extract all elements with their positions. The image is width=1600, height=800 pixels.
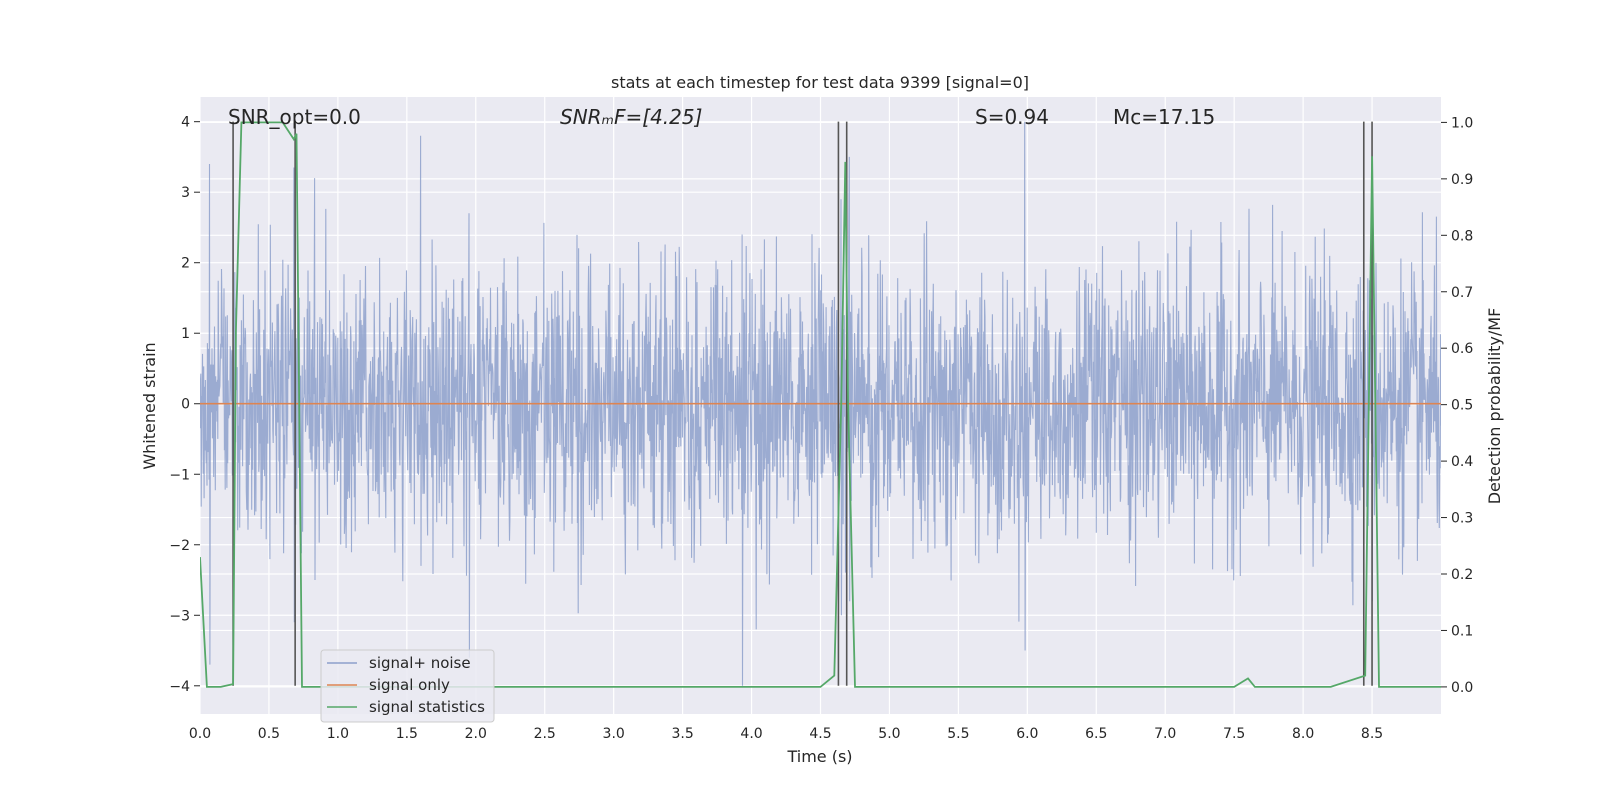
x-tick-label: 6.0 <box>1016 726 1038 742</box>
y2-axis-label: Detection probability/MF <box>1485 308 1504 505</box>
x-tick-label: 5.0 <box>878 726 900 742</box>
y-axis-label: Whitened strain <box>140 342 159 469</box>
legend-label-signal-noise: signal+ noise <box>369 654 471 672</box>
legend-label-signal-statistics: signal statistics <box>369 698 485 716</box>
annotation-s-value: S=0.94 <box>975 105 1049 129</box>
y-tick-labels: 4 3 2 1 0 −1 −2 −3 −4 <box>169 115 200 695</box>
y2-tick-label: 0.8 <box>1451 228 1473 244</box>
x-tick-label: 8.5 <box>1361 726 1383 742</box>
signal-noise-line <box>200 121 1441 686</box>
legend-box <box>320 649 495 723</box>
legend: signal+ noise signal only signal statist… <box>320 649 495 723</box>
y-tick-label: 0 <box>181 397 190 413</box>
signal-statistics-line <box>200 121 1441 688</box>
x-tick-label: 1.0 <box>327 726 349 742</box>
y2-tick-label: 0.6 <box>1451 341 1473 357</box>
y-tick-label: 2 <box>181 256 190 272</box>
x-tick-label: 1.5 <box>396 726 418 742</box>
y2-tick-labels: 1.0 0.9 0.8 0.7 0.6 0.5 0.4 0.3 0.2 0.1 0.0 <box>1441 115 1473 696</box>
annotation-snr-opt: SNR_opt=0.0 <box>228 105 361 129</box>
y2-tick-label: 0.3 <box>1451 511 1473 527</box>
y-tick-label: 4 <box>181 115 190 131</box>
x-axis-label: Time (s) <box>786 747 852 766</box>
x-tick-label: 2.5 <box>534 726 556 742</box>
x-tick-label: 3.5 <box>671 726 693 742</box>
y2-tick-label: 0.7 <box>1451 285 1473 301</box>
y-tick-label: 1 <box>181 326 190 342</box>
y-tick-label: −1 <box>169 467 190 483</box>
y-tick-label: −2 <box>169 538 190 554</box>
x-tick-label: 3.0 <box>603 726 625 742</box>
annotation-chirp-mass: Mᴄ=17.15 <box>1113 105 1215 129</box>
y2-tick-label: 0.9 <box>1451 172 1473 188</box>
x-tick-labels: 0.0 0.5 1.0 1.5 2.0 2.5 3.0 3.5 4.0 4.5 5.0 5.5 6.0 6… <box>189 726 1383 742</box>
chart-title: stats at each timestep for test data 939… <box>611 73 1029 92</box>
x-tick-label: 5.5 <box>947 726 969 742</box>
x-tick-label: 7.0 <box>1154 726 1176 742</box>
x-tick-label: 0.5 <box>258 726 280 742</box>
x-tick-label: 2.0 <box>465 726 487 742</box>
y2-tick-label: 0.0 <box>1451 680 1473 696</box>
annotation-snr-mf: SNRₘF=[4.25] <box>560 105 702 129</box>
y2-tick-label: 0.5 <box>1451 398 1473 414</box>
y-tick-label: 3 <box>181 185 190 201</box>
y-tick-label: −3 <box>169 608 190 624</box>
x-tick-label: 0.0 <box>189 726 211 742</box>
y2-tick-label: 0.1 <box>1451 623 1473 639</box>
x-tick-label: 7.5 <box>1223 726 1245 742</box>
y-tick-label: −4 <box>169 679 190 695</box>
x-tick-label: 6.5 <box>1085 726 1107 742</box>
y2-tick-label: 0.4 <box>1451 454 1473 470</box>
x-tick-label: 4.5 <box>809 726 831 742</box>
signal-noise-series <box>200 121 1441 686</box>
legend-label-signal-only: signal only <box>369 676 450 694</box>
y2-tick-label: 1.0 <box>1451 115 1473 131</box>
x-tick-label: 8.0 <box>1292 726 1314 742</box>
y2-tick-label: 0.2 <box>1451 567 1473 583</box>
signal-statistics-series <box>200 121 1441 688</box>
x-tick-label: 4.0 <box>740 726 762 742</box>
